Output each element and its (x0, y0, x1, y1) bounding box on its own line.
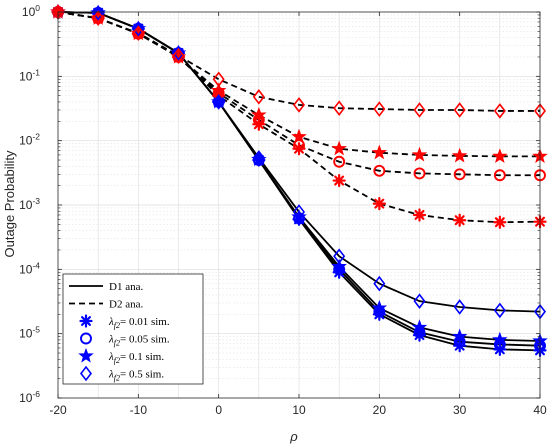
x-tick-label: 40 (533, 403, 547, 417)
legend: D1 ana. D2 ana. λf2= 0.01 sim. λf2= 0.05 si… (62, 273, 204, 385)
data-point-d2-diamond (212, 71, 225, 88)
data-point-d1-pentagram (492, 331, 508, 347)
y-tick-label: 10-4 (19, 260, 40, 276)
legend-label-d1: D1 ana. (109, 281, 143, 293)
data-point-d2-pentagram (130, 25, 147, 41)
data-point-d1-pentagram (291, 208, 307, 224)
asterisk-stroke (81, 316, 91, 326)
data-point-d2-pentagram (451, 147, 468, 163)
data-point-d2-diamond (252, 89, 265, 105)
data-point-d1-diamond (453, 299, 466, 315)
data-point-d1-pentagram (371, 299, 388, 315)
data-point-d2-circle (293, 139, 305, 152)
asterisk-stroke (414, 209, 425, 220)
data-point-d2-pentagram (251, 106, 267, 122)
data-point-d2-circle (333, 155, 346, 168)
data-point-d2-pentagram (331, 140, 347, 156)
legend-label-sim: λf2= 0.05 sim. (108, 334, 170, 348)
legend-label-d2: D2 ana. (109, 299, 143, 311)
data-point-d2-pentagram (492, 148, 508, 163)
data-point-d2-pentagram (371, 144, 388, 160)
x-tick-label: -10 (130, 403, 148, 417)
x-axis-label: ρ (289, 429, 298, 444)
data-point-d2-circle (493, 169, 506, 182)
data-point-d2-diamond (172, 47, 185, 64)
legend-marker-asterisk (79, 314, 93, 328)
asterisk-stroke (294, 143, 304, 154)
data-point-d2-circle (373, 164, 386, 177)
data-point-d2-diamond (413, 102, 426, 118)
data-point-d1-diamond (92, 5, 105, 21)
data-point-d2-circle (453, 168, 466, 181)
y-tick-label: 10-6 (19, 389, 40, 405)
legend-label-sim: λf2= 0.1 sim. (108, 351, 164, 365)
data-point-d1-pentagram (451, 328, 468, 344)
data-point-d2-diamond (92, 10, 105, 27)
data-point-d2-asterisk (332, 173, 346, 188)
ticks: -20 -10 0 10 20 30 40 10-6 10-5 10-4 10-3 10-2 10-1 1… (19, 3, 547, 417)
x-tick-label: 30 (453, 403, 467, 417)
asterisk-stroke (454, 340, 465, 351)
data-point-d1-diamond (373, 275, 386, 292)
data-point-d1-diamond (333, 248, 346, 265)
data-point-d1-diamond (132, 20, 145, 37)
data-point-d1-pentagram (411, 319, 428, 335)
y-tick-label: 10-5 (19, 325, 40, 341)
data-point-d2-asterisk (493, 215, 507, 229)
legend-label-sim: λf2= 0.01 sim. (108, 316, 170, 330)
data-point-d2-diamond (453, 102, 466, 118)
data-point-d1-diamond (172, 45, 185, 61)
data-point-d2-circle (413, 167, 426, 180)
data-point-d2-diamond (292, 97, 306, 113)
data-point-d1-pentagram (331, 258, 347, 274)
data-point-d2-pentagram (291, 128, 307, 144)
asterisk-stroke (374, 198, 385, 209)
data-point-d2-pentagram (210, 82, 227, 98)
x-tick-label: 20 (373, 403, 387, 417)
x-tick-label: 10 (292, 403, 306, 417)
asterisk-stroke (454, 215, 465, 226)
data-point-d2-asterisk (372, 197, 386, 211)
data-point-d2-pentagram (411, 146, 428, 162)
series (50, 3, 548, 357)
data-point-d1-diamond (413, 293, 426, 309)
data-point-d2-diamond (373, 101, 386, 117)
data-point-d1-diamond (493, 302, 506, 319)
data-point-d2-asterisk (412, 208, 427, 222)
data-point-d2-pentagram (90, 10, 106, 25)
asterisk-stroke (334, 175, 345, 186)
data-point-d2-asterisk (453, 213, 467, 227)
x-tick-label: 0 (215, 403, 222, 417)
legend-marker-pentagram (78, 347, 94, 363)
y-axis-label: Outage Probability (2, 150, 17, 257)
y-tick-label: 10-1 (19, 67, 40, 83)
data-point-d1-diamond (212, 94, 225, 110)
legend-marker-diamond (79, 365, 93, 382)
asterisk-stroke (494, 217, 505, 228)
y-tick-label: 10-3 (19, 196, 40, 212)
data-point-d2-diamond (493, 103, 506, 119)
y-tick-label: 100 (22, 3, 40, 19)
y-tick-label: 10-2 (19, 132, 40, 148)
data-point-d1-diamond (292, 204, 306, 220)
legend-box (62, 273, 204, 385)
legend-label-sim: λf2= 0.5 sim. (108, 369, 164, 383)
legend-marker-circle (80, 332, 92, 345)
x-tick-label: -20 (49, 403, 67, 417)
data-point-d1-diamond (252, 150, 265, 166)
data-point-d1-pentagram (210, 93, 227, 109)
data-point-d2-diamond (333, 100, 346, 116)
data-point-d2-diamond (132, 25, 145, 41)
